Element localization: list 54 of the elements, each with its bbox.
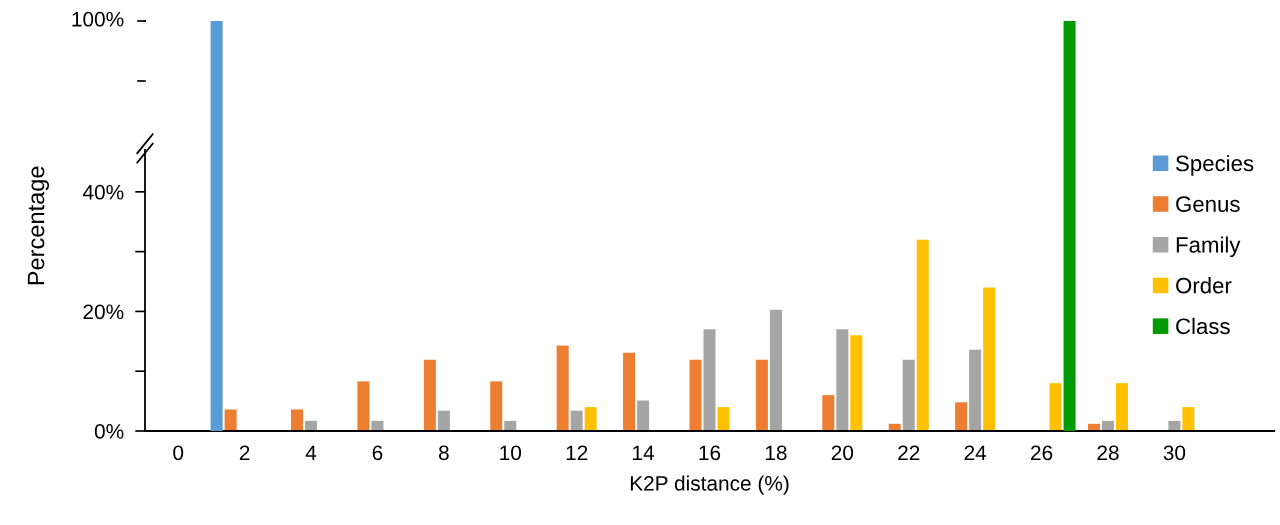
bar (1049, 383, 1062, 431)
x-tick-label: 30 (1163, 445, 1186, 461)
bar (623, 352, 636, 431)
bar (689, 359, 702, 431)
bar (836, 329, 849, 431)
x-tick-label: 18 (765, 445, 787, 461)
x-tick-label: 20 (831, 445, 854, 461)
x-tick-label: 14 (633, 445, 655, 460)
x-tick-label: 22 (898, 445, 920, 460)
y-tick-label: 0% (94, 424, 124, 439)
x-tick-label: 16 (699, 445, 721, 461)
bar (1182, 407, 1195, 431)
bar (556, 345, 569, 431)
bar (357, 381, 370, 431)
bar (490, 381, 503, 431)
bar (755, 359, 768, 431)
x-tick-label: 8 (438, 445, 449, 461)
bar (291, 409, 304, 431)
bar (703, 329, 716, 431)
x-tick-label: 12 (566, 445, 588, 460)
x-axis-title: K2P distance (%) (630, 475, 789, 495)
x-tick-label: 2 (239, 445, 250, 460)
x-tick-label: 28 (1097, 445, 1119, 461)
bar (584, 407, 597, 431)
bar (437, 410, 450, 431)
y-tick-label: 40% (82, 184, 124, 200)
text: 100% (72, 11, 124, 27)
bar (769, 309, 782, 431)
y-axis-title: Percentage (27, 166, 50, 285)
bar (822, 395, 835, 431)
legend-label: Order (1176, 277, 1232, 294)
bar (902, 359, 915, 431)
x-tick-label: 10 (500, 445, 522, 461)
bar (637, 400, 650, 431)
bar (916, 239, 929, 431)
legend-label: Genus (1176, 196, 1240, 212)
legend-label: Species (1176, 154, 1254, 176)
bar (1115, 383, 1128, 431)
legend-label: Family (1176, 236, 1241, 258)
bar (969, 349, 982, 431)
bar (570, 410, 583, 431)
x-tick-label: 4 (305, 445, 317, 460)
x-tick-label: 6 (372, 445, 383, 461)
bar (224, 409, 237, 431)
x-tick-label: 24 (964, 445, 987, 460)
bar (983, 287, 996, 431)
bar (955, 402, 968, 431)
x-tick-label: 26 (1031, 445, 1053, 461)
x-tick-label: 0 (173, 445, 184, 461)
bar (850, 335, 863, 431)
legend-label: Class (1176, 317, 1230, 335)
bar (423, 359, 436, 431)
bar (717, 407, 730, 431)
y-tick-label: 20% (83, 304, 124, 320)
